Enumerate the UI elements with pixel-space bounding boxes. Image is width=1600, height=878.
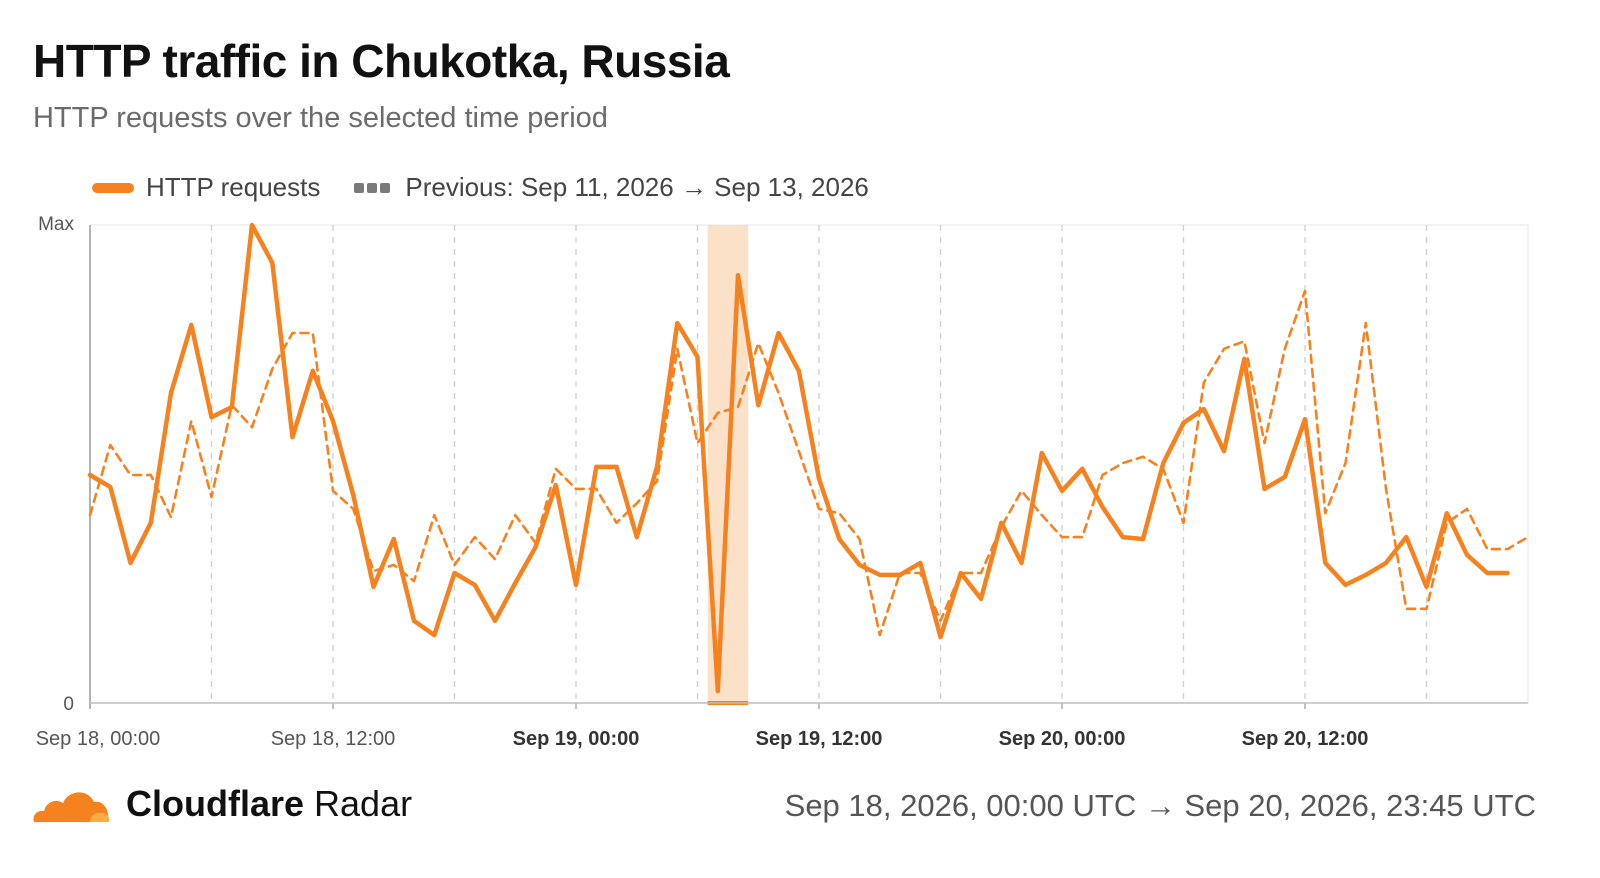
page-title: HTTP traffic in Chukotka, Russia [33,35,730,87]
legend-swatch-previous [354,182,393,193]
x-tick-label: Sep 19, 12:00 [756,728,883,750]
legend-label-current: HTTP requests [146,172,321,202]
x-tick-label: Sep 20, 12:00 [1242,728,1369,750]
x-tick-label: Sep 18, 12:00 [271,728,396,750]
legend-item-previous[interactable]: Previous: Sep 11, 2026 → Sep 13, 2026 [354,172,869,203]
brand-name: Cloudflare Radar [126,783,412,825]
date-range: Sep 18, 2026, 00:00 UTC → Sep 20, 2026, … [784,788,1536,823]
series-line-current [87,222,1510,694]
legend-swatch-current [92,182,134,193]
legend-item-current[interactable]: HTTP requests [92,172,320,203]
x-tick-label: Sep 20, 00:00 [999,728,1126,750]
cloudflare-cloud-icon [33,792,110,822]
series-line-previous [88,289,1530,637]
brand-name-bold: Cloudflare [126,783,305,824]
x-tick-label: Sep 18, 00:00 [36,728,161,750]
x-tick-label: Sep 19, 00:00 [513,728,640,750]
y-tick-label-max: Max [38,214,74,235]
legend-label-previous: Previous: Sep 11, 2026 → Sep 13, 2026 [405,172,869,202]
chart-legend: HTTP requests Previous: Sep 11, 2026 → S… [92,172,903,203]
cloudflare-radar-logo[interactable]: Cloudflare Radar [30,783,412,825]
y-tick-label-min: 0 [63,694,74,715]
page-subtitle: HTTP requests over the selected time per… [33,102,608,134]
brand-name-light: Radar [314,783,413,824]
traffic-chart: 0 Max Sep 18, 00:00 Sep 18, 12:00 Sep 19, 00… [36,214,1530,750]
